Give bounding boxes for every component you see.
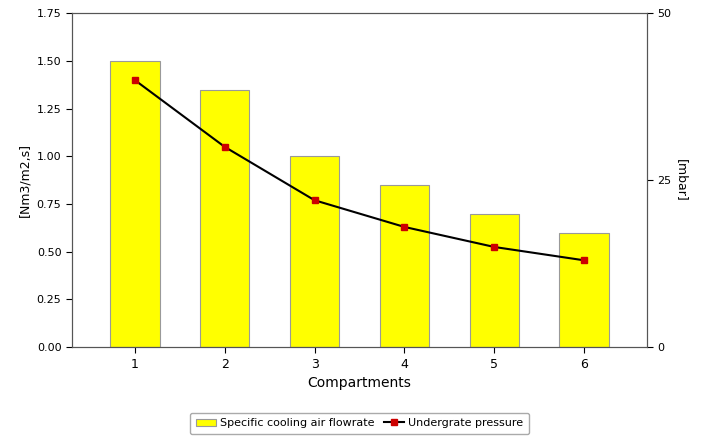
Bar <box>200 89 249 347</box>
Y-axis label: [Nm3/m2,s]: [Nm3/m2,s] <box>18 143 31 217</box>
Bar <box>559 233 609 347</box>
X-axis label: Compartments: Compartments <box>308 376 411 390</box>
Bar <box>470 214 519 347</box>
Bar <box>110 61 160 347</box>
Legend: Specific cooling air flowrate, Undergrate pressure: Specific cooling air flowrate, Undergrat… <box>191 413 528 434</box>
Y-axis label: [mbar]: [mbar] <box>675 159 688 202</box>
Bar <box>290 156 339 347</box>
Bar <box>380 185 429 347</box>
